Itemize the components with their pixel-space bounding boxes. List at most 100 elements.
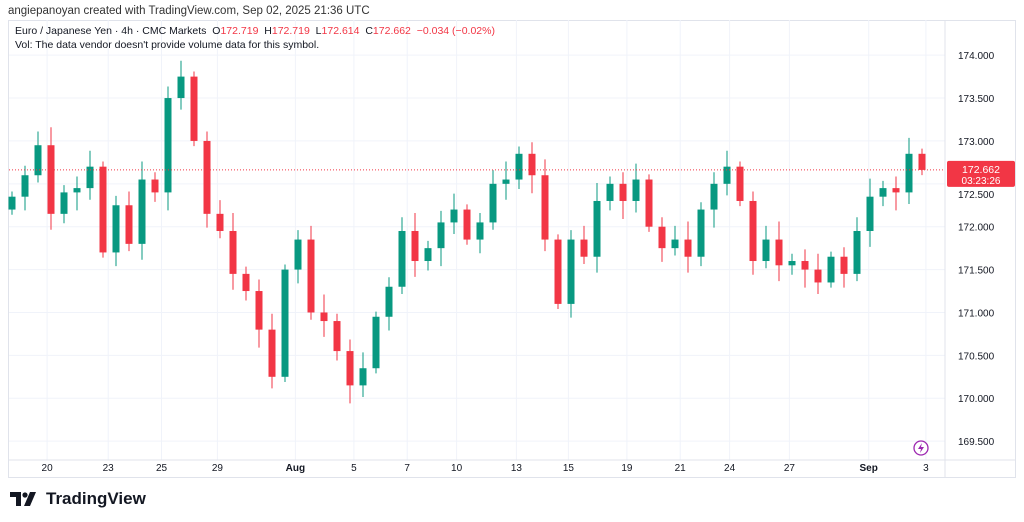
x-tick-label: 13: [511, 463, 523, 474]
candle-up: [424, 248, 432, 262]
candle-up: [73, 188, 81, 193]
price-tag: [947, 160, 1015, 187]
tradingview-logo[interactable]: TradingView: [10, 489, 146, 509]
candle-down: [411, 230, 419, 262]
y-tick-label: 170.500: [958, 351, 995, 362]
candle-up: [385, 286, 393, 317]
lightning-icon-glyph: [918, 443, 924, 453]
candle-down: [918, 153, 926, 170]
close-label: C: [365, 25, 373, 37]
change-value: −0.034 (−0.02%): [416, 25, 495, 37]
candle-up: [60, 192, 68, 214]
candle-down: [463, 209, 471, 240]
candle-down: [658, 226, 666, 249]
candle-up: [905, 153, 913, 193]
candle-up: [723, 166, 731, 184]
candle-up: [398, 230, 406, 287]
candle-down: [528, 153, 536, 176]
y-tick-label: 169.500: [958, 437, 995, 448]
candle-up: [489, 183, 497, 223]
candle-up: [138, 179, 146, 244]
candle-down: [151, 179, 159, 193]
candle-up: [567, 239, 575, 304]
low-label: L: [315, 25, 322, 37]
open-value: 172.719: [220, 25, 259, 37]
candle-down: [580, 239, 588, 257]
candle-down: [255, 291, 263, 330]
y-tick-label: 172.000: [958, 223, 995, 234]
candle-down: [684, 239, 692, 257]
candle-up: [502, 179, 510, 184]
candle-up: [853, 230, 861, 274]
x-tick-label: 3: [923, 463, 929, 474]
candle-down: [736, 166, 744, 201]
volume-note: Vol: The data vendor doesn't provide vol…: [15, 39, 320, 51]
open-label: O: [212, 25, 221, 37]
high-label: H: [264, 25, 272, 37]
candle-up: [112, 205, 120, 253]
candle-up: [164, 98, 172, 193]
candle-up: [632, 179, 640, 201]
chart-credit: angiepanoyan created with TradingView.co…: [8, 5, 370, 17]
close-value: 172.662: [372, 25, 411, 37]
candle-up: [450, 209, 458, 223]
x-tick-label: 5: [351, 463, 357, 474]
symbol-info[interactable]: Euro / Japanese Yen · 4h · CMC Markets: [15, 25, 207, 37]
candle-up: [8, 196, 16, 210]
candle-down: [216, 213, 224, 231]
candle-up: [593, 200, 601, 257]
candle-up: [671, 239, 679, 249]
price-tag-value: 172.662: [962, 164, 1000, 176]
candle-down: [307, 239, 315, 313]
candle-up: [827, 256, 835, 283]
candle-down: [541, 175, 549, 240]
tradingview-logo-icon: [10, 492, 36, 506]
candle-up: [710, 183, 718, 210]
candle-down: [99, 166, 107, 253]
candle-up: [476, 222, 484, 240]
candle-down: [320, 312, 328, 322]
x-tick-label: 29: [212, 463, 224, 474]
candle-down: [801, 261, 809, 270]
candle-down: [346, 351, 354, 386]
candle-up: [372, 316, 380, 369]
candle-up: [86, 166, 94, 189]
candle-down: [242, 273, 250, 292]
candle-down: [619, 183, 627, 201]
x-tick-label: 23: [103, 463, 115, 474]
candle-down: [645, 179, 653, 227]
price-tag-countdown: 03:23:26: [962, 176, 1001, 187]
x-tick-label: 19: [621, 463, 633, 474]
symbol-legend: Euro / Japanese Yen · 4h · CMC Markets O…: [15, 24, 495, 52]
x-tick-label: 10: [451, 463, 463, 474]
candle-up: [437, 222, 445, 249]
y-tick-label: 171.000: [958, 308, 995, 319]
x-tick-label: 20: [42, 463, 54, 474]
x-tick-label: Aug: [286, 463, 305, 474]
x-tick-label: 27: [784, 463, 796, 474]
chart-frame: [8, 20, 1016, 478]
candle-up: [788, 261, 796, 266]
x-tick-label: 24: [724, 463, 736, 474]
candle-up: [866, 196, 874, 231]
candle-down: [47, 145, 55, 214]
candle-down: [892, 188, 900, 193]
candle-down: [203, 140, 211, 214]
candle-down: [554, 239, 562, 304]
x-tick-label: 21: [675, 463, 687, 474]
high-value: 172.719: [271, 25, 310, 37]
candle-up: [762, 239, 770, 262]
candle-down: [268, 329, 276, 377]
candle-up: [515, 153, 523, 180]
low-value: 172.614: [321, 25, 360, 37]
candle-down: [840, 256, 848, 274]
candle-down: [229, 230, 237, 274]
candle-up: [879, 188, 887, 197]
x-tick-label: 25: [156, 463, 168, 474]
candle-up: [606, 183, 614, 201]
y-tick-label: 170.000: [958, 394, 995, 405]
candle-up: [359, 368, 367, 386]
x-tick-label: 15: [563, 463, 575, 474]
candle-up: [21, 175, 29, 197]
